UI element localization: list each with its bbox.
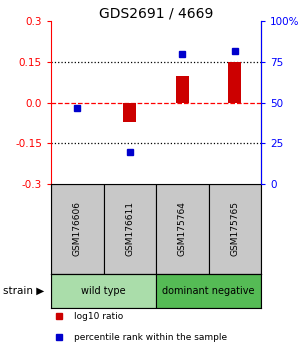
Text: GSM176606: GSM176606	[73, 201, 82, 256]
Bar	[208, 184, 261, 274]
Bar	[156, 274, 261, 308]
Text: log10 ratio: log10 ratio	[74, 312, 123, 321]
Bar	[123, 103, 136, 122]
Bar	[228, 62, 241, 103]
Text: percentile rank within the sample: percentile rank within the sample	[74, 333, 227, 342]
Text: wild type: wild type	[81, 286, 126, 296]
Text: GSM175765: GSM175765	[230, 201, 239, 256]
Text: strain ▶: strain ▶	[3, 286, 44, 296]
Text: GSM175764: GSM175764	[178, 201, 187, 256]
Bar	[156, 184, 208, 274]
Bar	[176, 75, 189, 103]
Bar	[51, 184, 104, 274]
Bar	[51, 274, 156, 308]
Text: dominant negative: dominant negative	[162, 286, 255, 296]
Title: GDS2691 / 4669: GDS2691 / 4669	[99, 6, 213, 20]
Text: GSM176611: GSM176611	[125, 201, 134, 256]
Bar	[103, 184, 156, 274]
